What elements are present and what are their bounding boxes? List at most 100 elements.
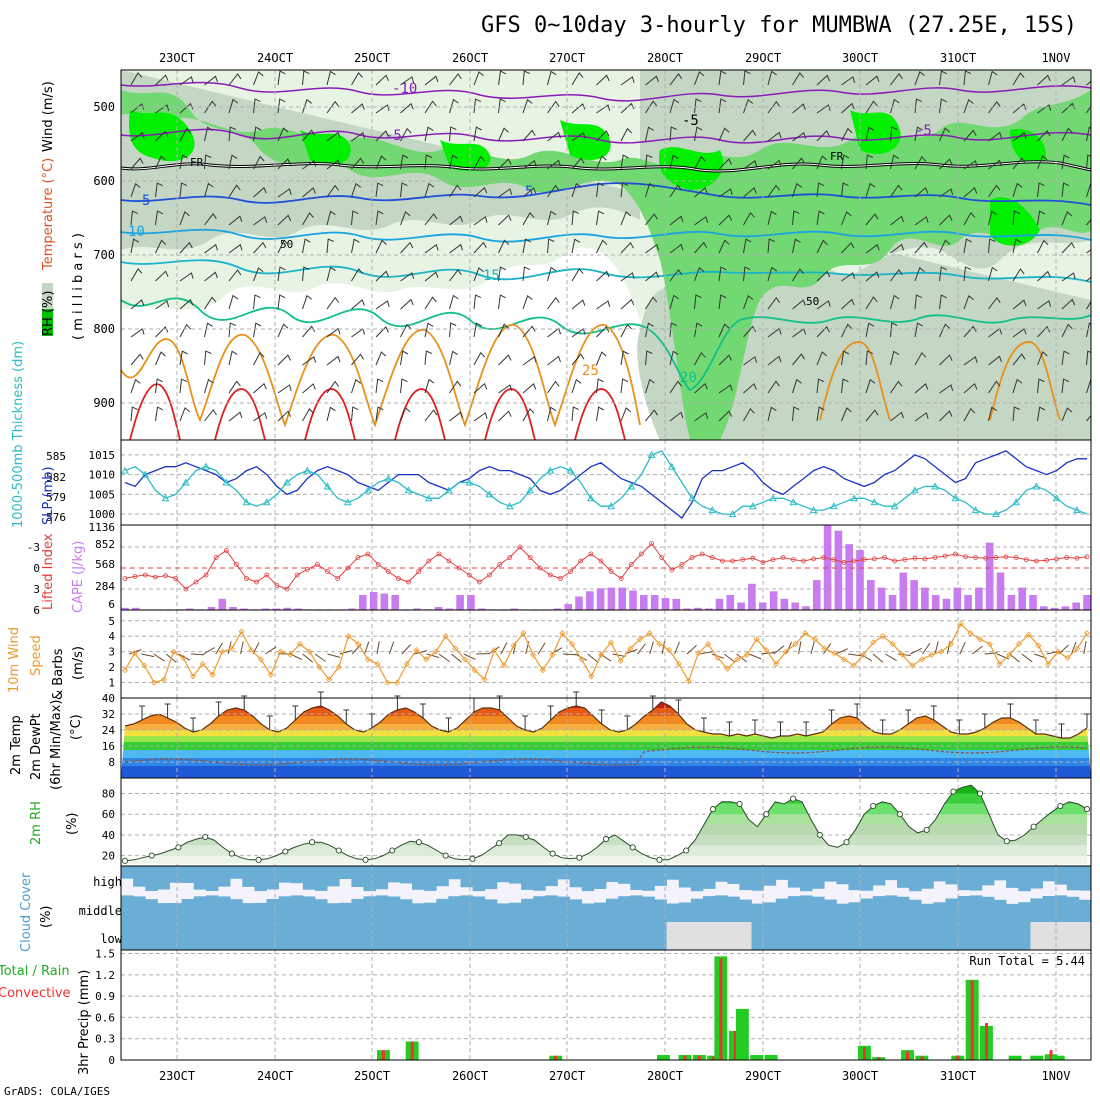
wind10-label-line4: (m/s) — [71, 646, 86, 680]
wind10-point — [646, 630, 653, 637]
li-point — [416, 569, 422, 574]
wind-barb — [988, 159, 1002, 170]
wind-barb — [498, 384, 513, 394]
rh-point — [656, 856, 663, 863]
cloud-cell-middle — [351, 898, 364, 922]
cloud-cell-middle — [654, 899, 667, 922]
precip-bars — [377, 956, 1065, 1060]
wind-barb — [400, 182, 408, 198]
li-point — [213, 555, 219, 560]
precip-conv-bar — [697, 1055, 701, 1060]
thickness-marker — [424, 494, 433, 502]
cape-bar — [694, 607, 702, 610]
wind-barb — [841, 76, 856, 86]
cloud-cell-low — [424, 922, 437, 950]
cloud-cell-high — [375, 866, 389, 890]
thickness-marker — [951, 494, 960, 502]
wind-barb — [351, 210, 359, 226]
precip-total-bar — [1030, 1055, 1044, 1060]
wind10-point — [666, 647, 673, 654]
cloud-cell-low — [145, 922, 158, 950]
cloud-cell-low — [921, 922, 934, 950]
cloud-cell-high — [909, 866, 922, 892]
cloud-cell-low — [751, 922, 764, 950]
temp-whisker — [164, 703, 171, 718]
wind10-barb — [537, 642, 546, 655]
cloud-cell-middle — [533, 896, 546, 922]
li-point — [689, 555, 695, 560]
wind-barb — [204, 154, 212, 170]
wind-barb — [473, 216, 488, 226]
cloud-cell-high — [254, 866, 267, 892]
cloud-cell-middle — [242, 903, 255, 922]
wind-barb — [400, 241, 414, 254]
wind10-tick-3: 2 — [108, 661, 115, 674]
temp-band-4 — [121, 736, 1091, 742]
wind10-barb — [265, 646, 277, 655]
cloud-cell-low — [157, 922, 170, 950]
cape-bar — [769, 591, 778, 610]
wind-barb — [669, 73, 683, 86]
slp-line — [124, 450, 1087, 519]
wind-barb — [400, 350, 409, 366]
wind-barb — [473, 294, 482, 310]
thickness-marker — [202, 462, 210, 470]
cloud-cell-low — [290, 922, 304, 950]
wind-barb — [473, 186, 488, 198]
cloud-cell-high — [642, 866, 655, 891]
wind-barb — [179, 272, 194, 282]
cloud-cell-high — [969, 866, 983, 891]
wind-barb — [767, 100, 781, 114]
wind-barb — [743, 407, 755, 422]
temp-tick-0: 40 — [102, 692, 115, 705]
thickness-marker — [505, 502, 514, 510]
wind-barb — [890, 322, 898, 338]
wind-barb — [449, 126, 457, 142]
wind-barb — [130, 299, 145, 310]
li-point — [335, 576, 341, 581]
wind10-point — [996, 660, 1003, 668]
wind-barb — [620, 127, 632, 142]
temp-contour-minus5 — [121, 128, 1091, 144]
wind10-barb — [637, 643, 646, 655]
cape-bar — [899, 572, 908, 610]
thickness-tick-3: 576 — [46, 511, 66, 524]
rh-point — [602, 836, 610, 843]
li-point — [963, 554, 968, 560]
li-point — [780, 555, 786, 560]
wind-barb — [277, 354, 292, 366]
cape-bar — [1083, 595, 1091, 610]
wind-barb — [204, 100, 217, 114]
cape-bar — [1040, 606, 1048, 610]
contour-label-15: 15 — [483, 268, 500, 284]
wind-barb — [204, 322, 213, 338]
wind-barb — [645, 100, 658, 114]
cape-bar — [380, 593, 389, 610]
wind-barb — [1037, 378, 1045, 394]
wind10-barb — [401, 644, 412, 655]
wind-barb — [914, 216, 929, 226]
wind-barb — [767, 238, 775, 254]
cape-bar — [132, 607, 140, 610]
wind-barb — [522, 238, 532, 254]
cloud-cell-low — [218, 922, 231, 950]
li-point — [527, 555, 533, 560]
wind-barb — [816, 300, 831, 310]
cloud-cell-low — [872, 922, 886, 950]
cape-tick-2: 568 — [95, 558, 115, 571]
wind-barb — [743, 129, 757, 142]
contour-label-50-b: 50 — [806, 295, 819, 308]
wind-barb — [669, 380, 682, 394]
cloud-cell-high — [290, 866, 304, 884]
wind-barb — [792, 238, 801, 254]
wind-barb — [620, 154, 629, 170]
cloud-cell-middle — [133, 896, 146, 922]
wind10-point — [510, 642, 517, 649]
cape-bar — [921, 587, 929, 610]
cloud-cell-high — [606, 866, 619, 882]
rh-point — [790, 795, 797, 802]
wind-barb — [498, 127, 509, 142]
wind-barb — [155, 326, 169, 338]
wind10-point — [831, 650, 838, 657]
wind-barb — [228, 350, 238, 366]
